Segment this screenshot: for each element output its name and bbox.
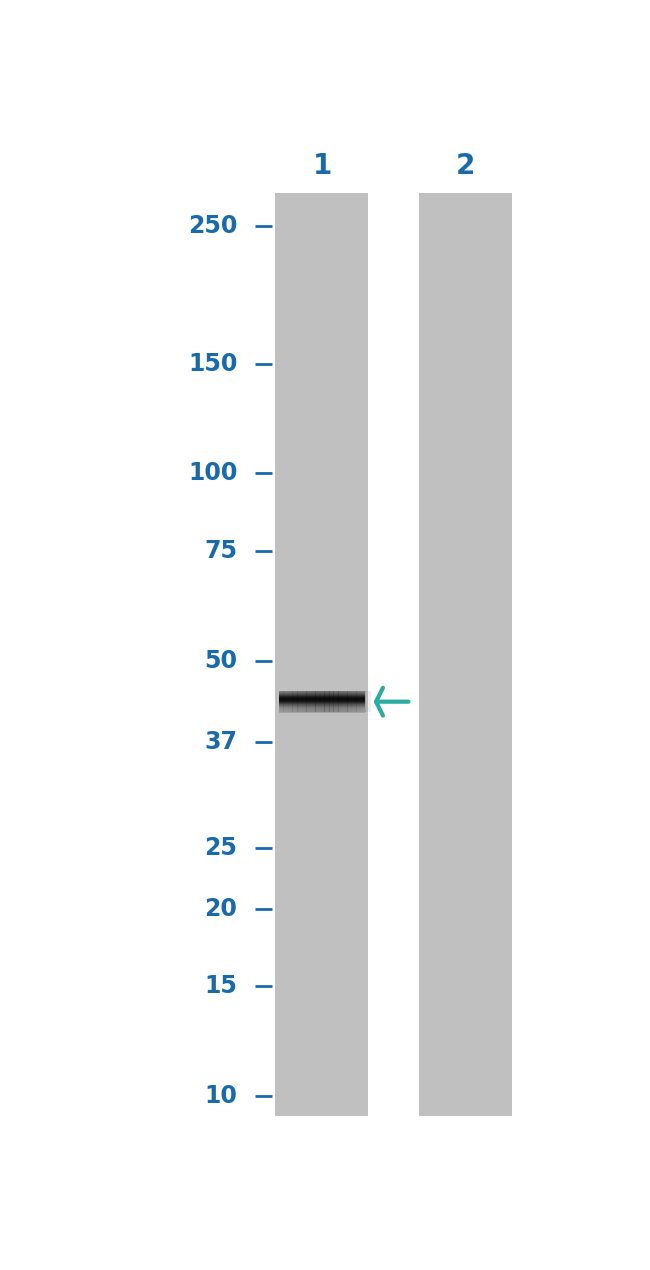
Text: 1: 1	[313, 152, 332, 180]
Bar	[306, 691, 311, 712]
Bar	[361, 691, 366, 712]
Text: 25: 25	[205, 837, 237, 860]
Bar	[288, 691, 293, 712]
Bar	[279, 691, 284, 712]
Text: 10: 10	[205, 1085, 237, 1107]
Bar	[297, 691, 302, 712]
Text: 20: 20	[205, 897, 237, 921]
Bar	[365, 691, 370, 712]
Text: 2: 2	[456, 152, 474, 180]
Bar	[275, 193, 369, 1115]
Bar	[333, 691, 339, 712]
Bar	[324, 691, 330, 712]
Bar	[302, 691, 307, 712]
Bar	[329, 691, 334, 712]
Bar	[338, 691, 343, 712]
Bar	[311, 691, 316, 712]
Bar	[356, 691, 361, 712]
Text: 37: 37	[204, 730, 237, 754]
Text: 15: 15	[205, 974, 237, 998]
Bar	[320, 691, 325, 712]
Text: 75: 75	[204, 540, 237, 564]
Bar	[343, 691, 348, 712]
Bar	[347, 691, 352, 712]
Bar	[283, 691, 289, 712]
Text: 50: 50	[204, 649, 237, 673]
Text: 150: 150	[188, 352, 237, 376]
Bar	[292, 691, 298, 712]
Text: 100: 100	[188, 461, 237, 485]
Text: 250: 250	[188, 213, 237, 237]
Bar	[419, 193, 512, 1115]
Bar	[352, 691, 357, 712]
Bar	[315, 691, 320, 712]
